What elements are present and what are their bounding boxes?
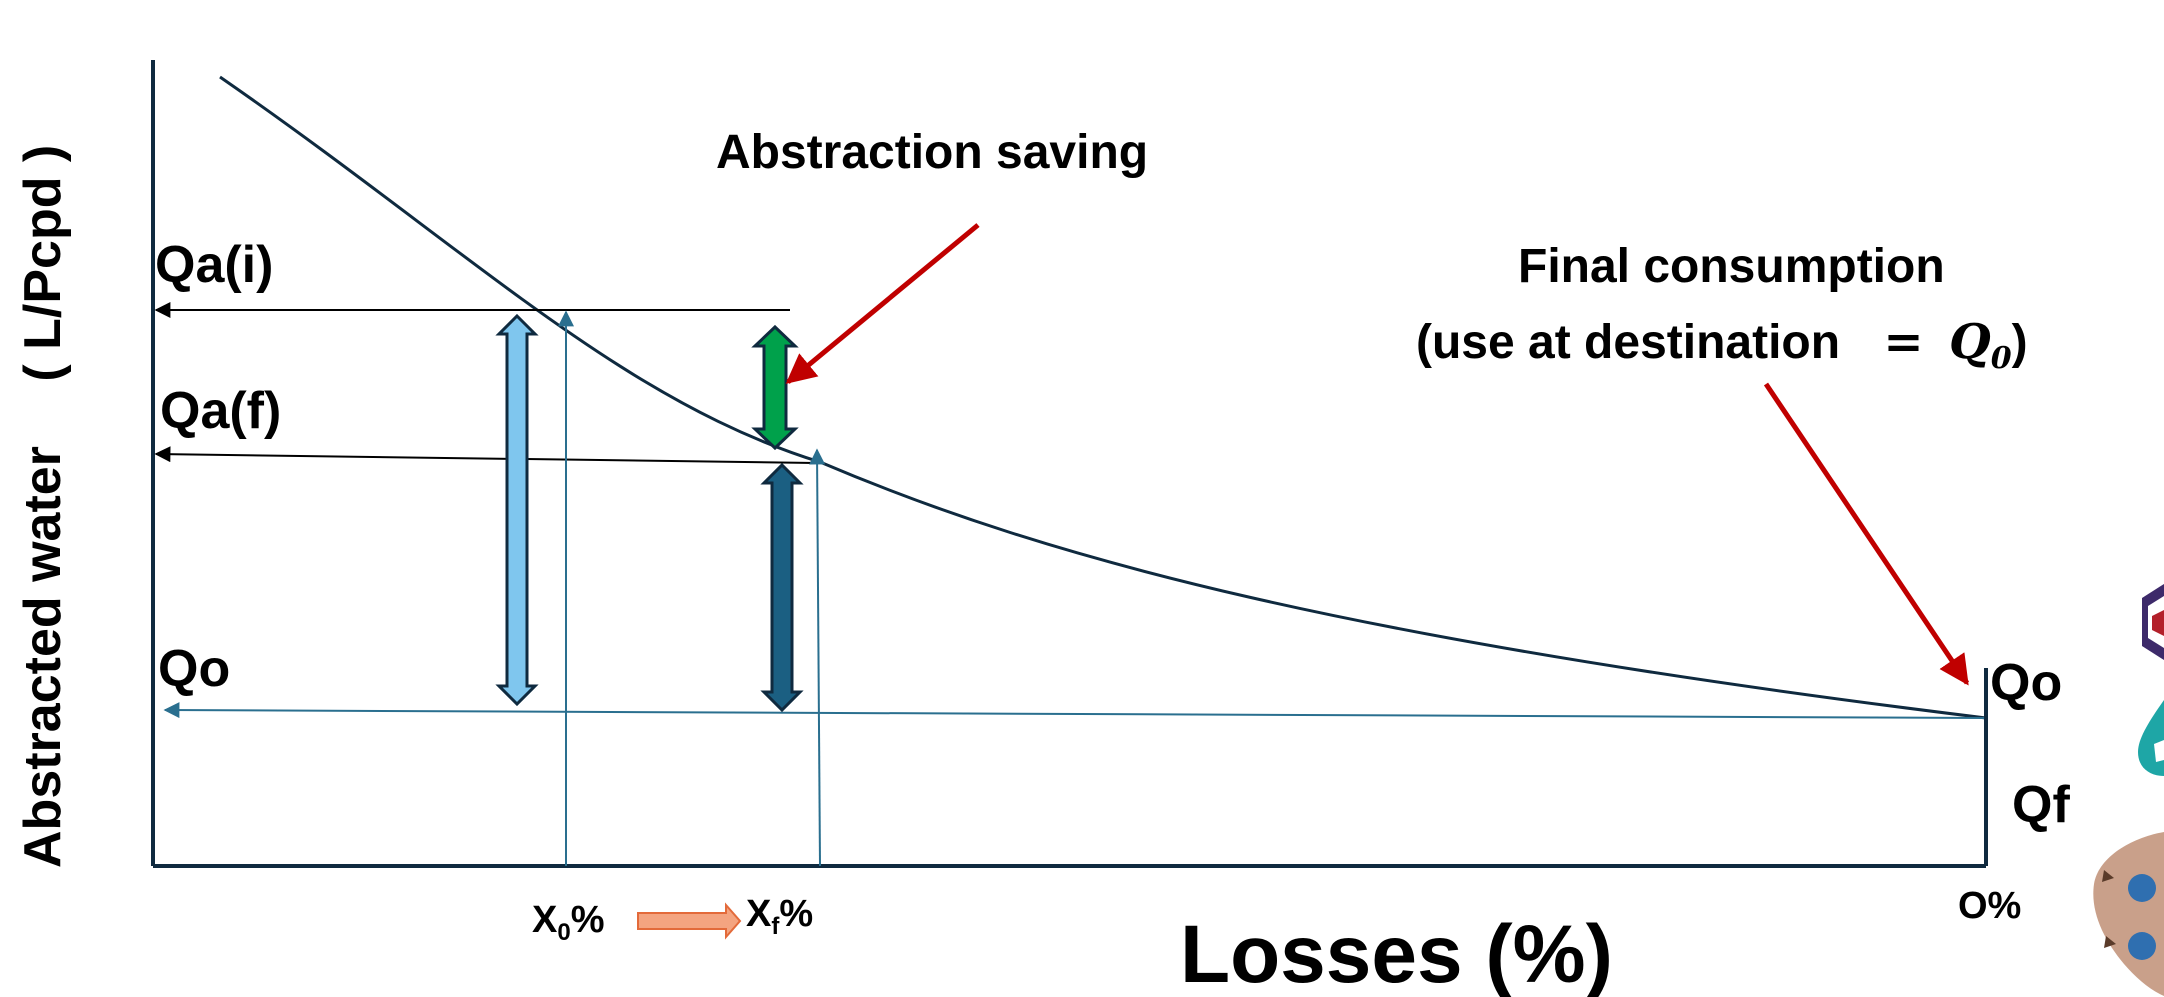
loss-curve	[219, 75, 1987, 720]
qa-f-label: Qa(f)	[160, 382, 281, 440]
x0-tick-label: X0%	[532, 899, 605, 946]
qo-left-label: Qo	[158, 640, 230, 698]
partial-logo-shield	[2142, 584, 2164, 660]
qo-line	[163, 702, 1985, 719]
abstraction-saving-annotation: Abstraction saving	[716, 126, 1148, 179]
qo-right-label: Qo	[1990, 654, 2062, 712]
initial-loss-double-arrow	[495, 313, 539, 707]
final-consumption-line2: (use at destination = Q0)	[1416, 314, 2028, 376]
qa-i-label: Qa(i)	[155, 236, 273, 294]
x-axis-title: Losses (%)	[1180, 909, 1613, 997]
xf-guide	[809, 448, 826, 867]
y-axis-title: Abstracted water ( L/Pcpd )	[14, 145, 72, 868]
final-consumption-pointer	[1763, 382, 1970, 686]
abstraction-saving-pointer	[785, 223, 980, 384]
final-consumption-line1: Final consumption	[1518, 240, 1945, 293]
partial-logo-emblem	[2093, 832, 2164, 996]
qf-label: Qf	[2012, 776, 2070, 834]
qa-f-line	[154, 446, 816, 464]
orange-shift-arrow	[637, 902, 742, 940]
xf-tick-label: Xf%	[746, 893, 813, 940]
final-loss-double-arrow	[760, 462, 804, 713]
partial-logo-droplet	[2138, 700, 2164, 776]
zero-tick-label: O%	[1958, 885, 2021, 927]
saving-double-arrow	[751, 324, 799, 451]
